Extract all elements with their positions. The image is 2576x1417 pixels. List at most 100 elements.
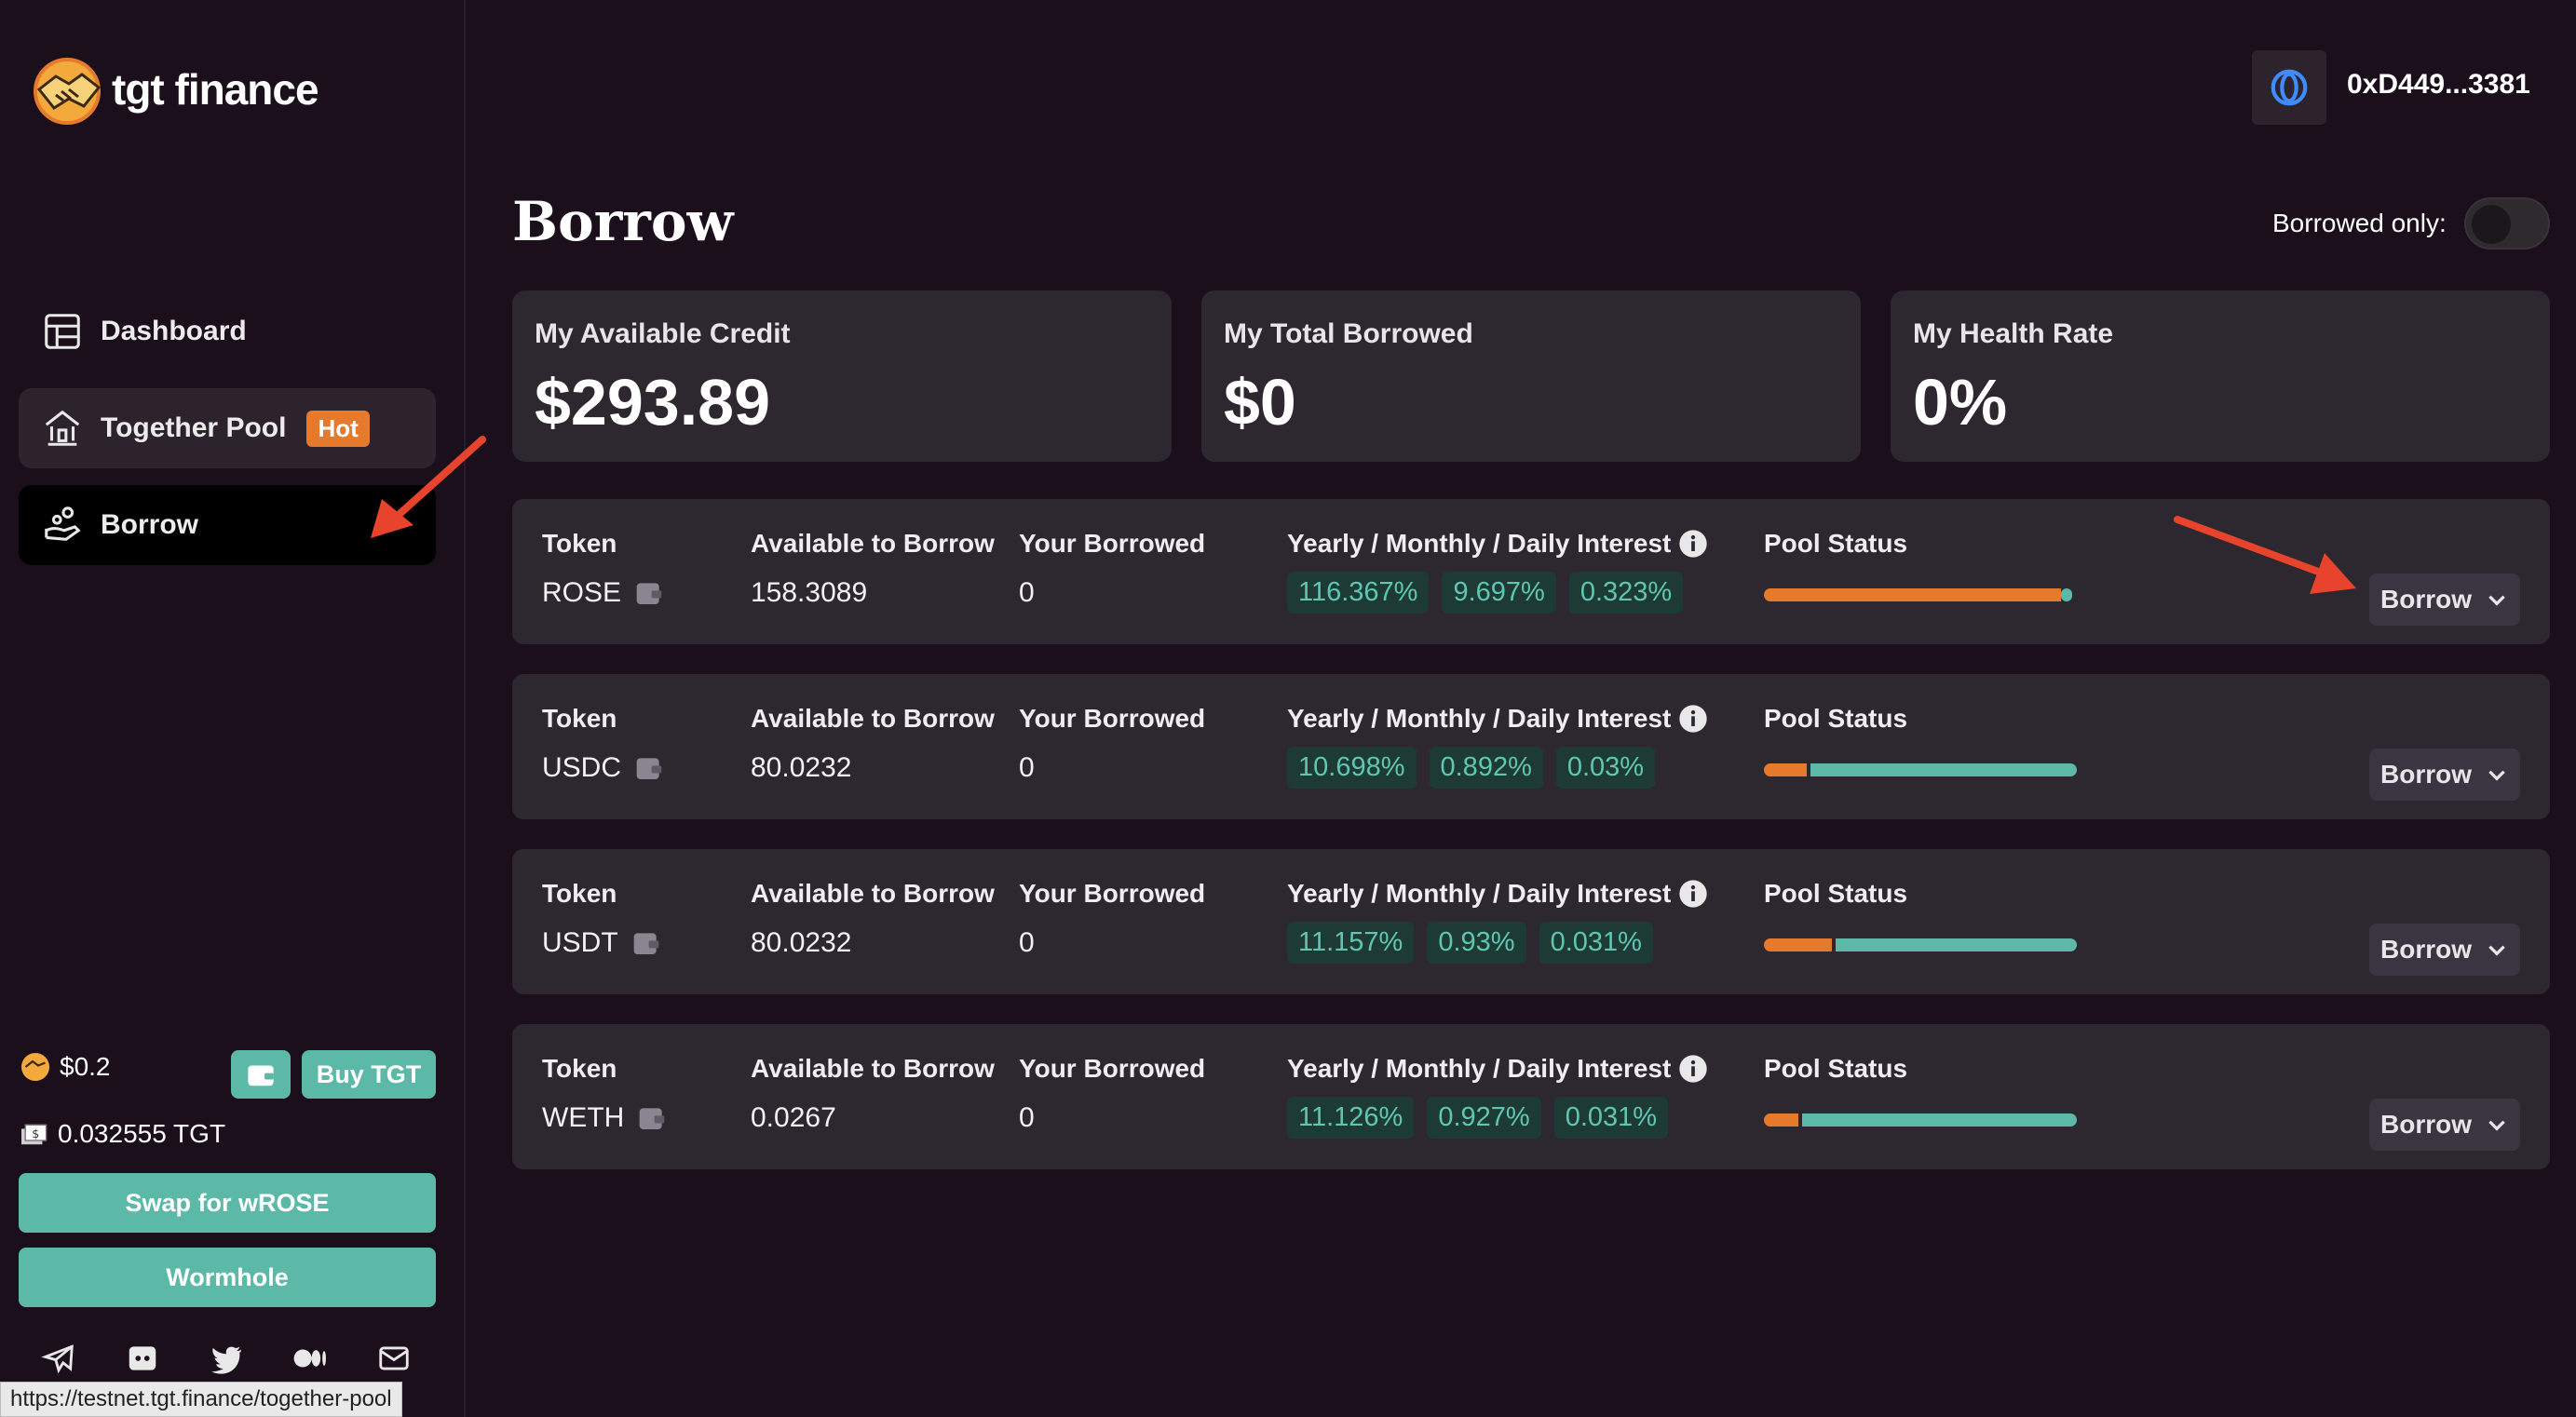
info-icon[interactable]: [1678, 1054, 1708, 1084]
borrowed-column: Your Borrowed 0: [1019, 704, 1205, 784]
swap-for-wrose-button[interactable]: Swap for wROSE: [19, 1173, 436, 1233]
token-header: Token: [542, 529, 617, 558]
interest-header-label: Yearly / Monthly / Daily Interest: [1287, 879, 1672, 908]
info-icon[interactable]: [1678, 529, 1708, 559]
borrowed-column: Your Borrowed 0: [1019, 1054, 1205, 1134]
chevron-down-icon: [2488, 595, 2505, 606]
available-column: Available to Borrow 0.0267: [751, 1054, 995, 1134]
borrowed-only-toggle[interactable]: [2464, 197, 2550, 250]
stat-label: My Health Rate: [1913, 318, 2114, 349]
interest-column: Yearly / Monthly / Daily Interest 10.698…: [1287, 704, 1708, 789]
twitter-icon[interactable]: [209, 1341, 244, 1376]
interest-column: Yearly / Monthly / Daily Interest 11.126…: [1287, 1054, 1708, 1139]
token-column: Token USDT: [542, 879, 661, 959]
borrow-button-label: Borrow: [2380, 585, 2472, 614]
add-token-wallet-icon[interactable]: [631, 929, 661, 957]
handshake-logo-icon: [34, 58, 102, 125]
interest-header-label: Yearly / Monthly / Daily Interest: [1287, 704, 1672, 733]
daily-interest: 0.323%: [1568, 572, 1684, 614]
wallet-icon: [248, 1065, 274, 1086]
pool-status-bar: [1764, 588, 2077, 601]
yearly-interest: 10.698%: [1287, 747, 1417, 789]
available-value: 158.3089: [751, 577, 868, 608]
annotation-arrow-sidebar: [371, 436, 486, 538]
borrowed-header: Your Borrowed: [1019, 704, 1206, 733]
discord-icon[interactable]: [125, 1341, 160, 1376]
token-symbol: USDC: [542, 752, 622, 783]
interest-chips: 11.157% 0.93% 0.031%: [1287, 922, 1708, 964]
sidebar-item-borrow[interactable]: Borrow: [19, 485, 436, 565]
borrow-dropdown-button[interactable]: Borrow: [2369, 924, 2520, 976]
available-column: Available to Borrow 80.0232: [751, 704, 995, 784]
token-cell: WETH: [542, 1102, 667, 1134]
monthly-interest: 9.697%: [1442, 572, 1556, 614]
interest-chips: 11.126% 0.927% 0.031%: [1287, 1097, 1708, 1139]
pool-status-column: Pool Status: [1764, 1054, 2077, 1127]
sidebar-item-together-pool[interactable]: Together Pool Hot: [19, 388, 436, 468]
wallet-address[interactable]: 0xD449...3381: [2347, 69, 2530, 100]
wormhole-button[interactable]: Wormhole: [19, 1248, 436, 1307]
pool-used-segment: [1764, 763, 1808, 776]
token-row-weth: Token WETH Available to Borrow 0.0267 Yo…: [512, 1024, 2550, 1169]
borrowed-header: Your Borrowed: [1019, 879, 1206, 908]
token-cell: ROSE: [542, 577, 664, 609]
sidebar: tgt finance Dashboard Together Pool Hot …: [0, 0, 466, 1417]
chevron-down-icon: [2488, 945, 2505, 956]
medium-icon[interactable]: [292, 1341, 328, 1376]
network-button[interactable]: [2252, 50, 2326, 125]
token-symbol: ROSE: [542, 577, 622, 608]
mail-icon[interactable]: [376, 1341, 412, 1376]
add-token-wallet-icon[interactable]: [634, 579, 664, 607]
telegram-icon[interactable]: [41, 1341, 76, 1376]
status-bar-url: https://testnet.tgt.finance/together-poo…: [0, 1382, 402, 1417]
interest-header: Yearly / Monthly / Daily Interest: [1287, 879, 1708, 909]
stat-value: $293.89: [535, 366, 771, 439]
borrowed-only-label: Borrowed only:: [2272, 209, 2447, 237]
info-icon[interactable]: [1678, 879, 1708, 909]
bank-icon: [45, 410, 80, 446]
stat-value: $0: [1224, 366, 1296, 439]
borrow-dropdown-button[interactable]: Borrow: [2369, 749, 2520, 801]
interest-column: Yearly / Monthly / Daily Interest 11.157…: [1287, 879, 1708, 964]
monthly-interest: 0.93%: [1427, 922, 1526, 964]
chevron-down-icon: [2488, 770, 2505, 781]
token-cell: USDC: [542, 752, 664, 784]
available-column: Available to Borrow 80.0232: [751, 879, 995, 959]
pool-status-bar: [1764, 763, 2077, 776]
token-symbol: WETH: [542, 1102, 625, 1133]
pool-used-segment: [1764, 938, 1833, 951]
token-row-usdt: Token USDT Available to Borrow 80.0232 Y…: [512, 849, 2550, 994]
info-icon[interactable]: [1678, 704, 1708, 734]
add-to-wallet-button[interactable]: [231, 1050, 291, 1099]
annotation-arrow-borrow: [2174, 516, 2356, 594]
daily-interest: 0.031%: [1553, 1097, 1669, 1139]
borrow-dropdown-button[interactable]: Borrow: [2369, 1099, 2520, 1151]
pool-available-segment: [1801, 1113, 2077, 1127]
pool-status-header: Pool Status: [1764, 529, 1908, 558]
sidebar-item-dashboard[interactable]: Dashboard: [19, 291, 436, 371]
daily-interest: 0.031%: [1539, 922, 1653, 964]
total-borrowed-card: My Total Borrowed $0: [1201, 290, 1861, 462]
available-value: 0.0267: [751, 1102, 836, 1133]
borrow-dropdown-button[interactable]: Borrow: [2369, 574, 2520, 626]
token-header: Token: [542, 704, 617, 733]
available-value: 80.0232: [751, 752, 852, 783]
add-token-wallet-icon[interactable]: [634, 754, 664, 782]
pool-available-segment: [2061, 588, 2073, 601]
borrowed-header: Your Borrowed: [1019, 1054, 1206, 1083]
monthly-interest: 0.892%: [1429, 747, 1543, 789]
hot-badge: Hot: [306, 410, 370, 447]
chevron-down-icon: [2488, 1120, 2505, 1131]
brand-logo[interactable]: tgt finance: [30, 52, 319, 127]
stat-label: My Available Credit: [535, 318, 791, 349]
interest-chips: 116.367% 9.697% 0.323%: [1287, 572, 1708, 614]
pool-status-bar: [1764, 938, 2077, 951]
add-token-wallet-icon[interactable]: [637, 1104, 667, 1132]
available-header: Available to Borrow: [751, 704, 995, 733]
buy-tgt-button[interactable]: Buy TGT: [302, 1050, 436, 1099]
borrowed-value: 0: [1019, 927, 1035, 958]
tgt-balance-value: 0.032555 TGT: [58, 1119, 226, 1148]
pool-status-header: Pool Status: [1764, 704, 1908, 733]
borrowed-value: 0: [1019, 752, 1035, 783]
borrowed-value: 0: [1019, 1102, 1035, 1133]
